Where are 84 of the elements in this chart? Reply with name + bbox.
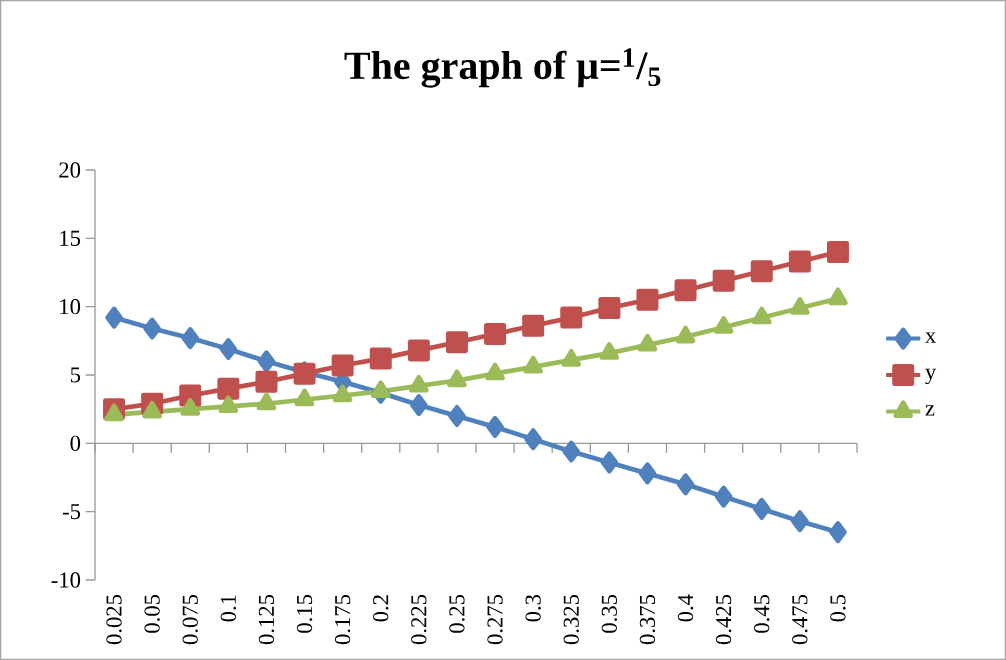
point [370, 380, 391, 399]
point [410, 394, 428, 417]
y-tick-label: 15 [60, 230, 81, 246]
x-tick-label: 0.025 [106, 594, 122, 645]
point [600, 451, 619, 474]
point [637, 333, 658, 352]
point [104, 403, 124, 422]
point [484, 322, 507, 345]
y-tick-label: 5 [70, 367, 81, 383]
point [331, 354, 354, 377]
point [562, 440, 581, 463]
point [676, 473, 695, 496]
point [256, 392, 277, 411]
point [448, 404, 466, 428]
point [752, 497, 771, 520]
y-tick-label: -5 [62, 504, 81, 520]
x-tick-label: 0.275 [487, 594, 503, 645]
point [407, 339, 430, 362]
point [560, 306, 583, 329]
point [143, 317, 161, 340]
point [828, 287, 848, 306]
x-tick-label: 0.475 [792, 594, 808, 645]
point [523, 355, 543, 374]
point [826, 240, 849, 263]
point [522, 314, 545, 337]
x-tick-label: 0.25 [449, 594, 465, 633]
legend-label: z [925, 405, 935, 416]
point [636, 288, 659, 311]
point [599, 342, 620, 360]
x-tick-label: 0.15 [296, 594, 313, 633]
point [713, 316, 734, 334]
point [369, 347, 392, 370]
point [791, 510, 809, 533]
x-tick-label: 0.45 [754, 594, 770, 633]
point [332, 384, 353, 403]
point [255, 370, 278, 393]
x-tick-label: 0.4 [677, 594, 694, 622]
point [180, 398, 201, 416]
point [447, 369, 467, 388]
x-tick-label: 0.1 [220, 595, 237, 622]
point [217, 377, 240, 400]
legend-label: x [925, 332, 937, 343]
point [674, 279, 697, 302]
x-tick-label: 0.175 [334, 594, 351, 645]
point [561, 348, 582, 367]
x-tick-label: 0.225 [411, 594, 427, 645]
point [788, 250, 811, 273]
point [445, 331, 468, 354]
point [524, 428, 542, 451]
point [485, 362, 505, 381]
x-tick-label: 0.375 [639, 594, 656, 645]
point [751, 306, 772, 325]
x-tick-label: 0.3 [525, 594, 541, 622]
point [598, 297, 621, 320]
point [219, 338, 238, 361]
x-tick-label: 0.325 [563, 594, 579, 645]
point [409, 374, 429, 393]
point [294, 388, 315, 407]
y-tick-label: 0 [70, 435, 81, 451]
point [714, 485, 733, 508]
x-tick-label: 0.35 [601, 594, 618, 633]
point [142, 400, 162, 419]
legend-label: y [925, 368, 937, 385]
point [257, 350, 276, 373]
point [675, 325, 696, 344]
point [750, 260, 773, 283]
chart-title: The graph of μ=$^{1}$/$_{5}$ [344, 48, 661, 88]
point [829, 521, 847, 544]
point [790, 297, 810, 315]
point [105, 306, 123, 329]
point [181, 327, 200, 350]
point [218, 395, 239, 414]
y-tick-label: 20 [59, 162, 81, 178]
x-tick-label: 0.5 [830, 594, 846, 622]
y-tick-label: -10 [51, 572, 81, 588]
point [712, 269, 735, 292]
point [486, 415, 504, 438]
point [638, 462, 657, 485]
x-tick-label: 0.075 [182, 594, 198, 645]
x-tick-label: 0.2 [373, 595, 389, 622]
x-tick-label: 0.125 [258, 594, 275, 645]
x-tick-label: 0.425 [715, 594, 732, 645]
y-tick-label: 10 [60, 299, 81, 315]
x-tick-label: 0.05 [144, 594, 160, 633]
